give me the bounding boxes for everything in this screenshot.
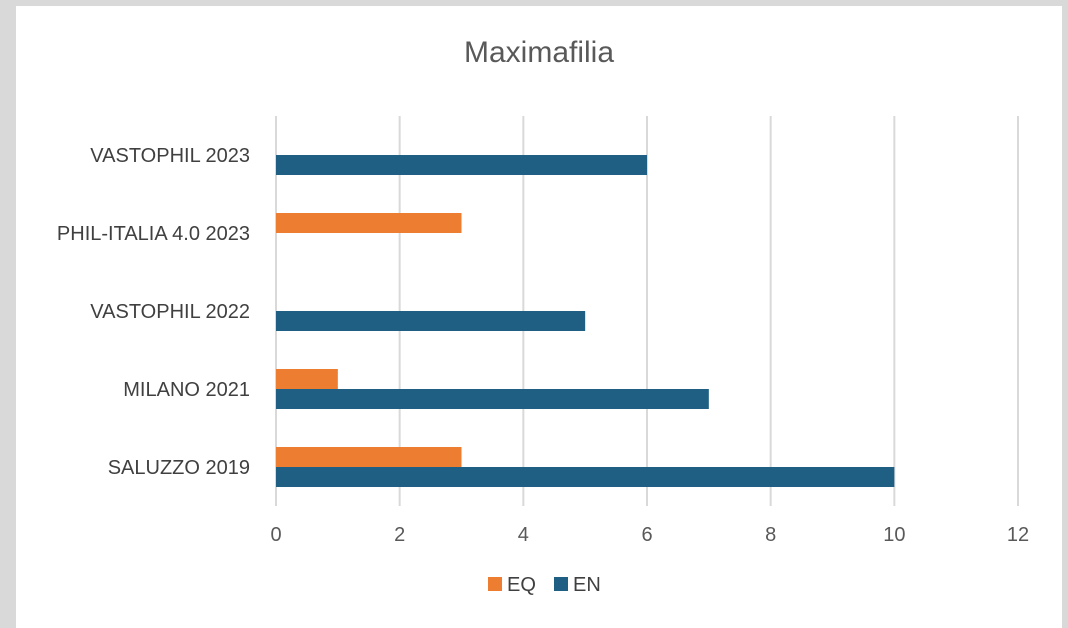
x-tick-label: 0	[270, 524, 281, 546]
bar-eq	[276, 213, 462, 233]
category-labels: VASTOPHIL 2023 PHIL-ITALIA 4.0 2023 VASTOP…	[57, 145, 250, 479]
x-tick-label: 10	[883, 524, 905, 546]
x-tick-label: 4	[518, 524, 529, 546]
category-label: MILANO 2021	[123, 379, 250, 401]
bar-eq	[276, 447, 462, 467]
legend-label-en: EN	[573, 574, 601, 596]
x-tick-label: 12	[1007, 524, 1029, 546]
category-label: PHIL-ITALIA 4.0 2023	[57, 223, 250, 245]
x-tick-label: 2	[394, 524, 405, 546]
bars	[276, 155, 895, 487]
bar-eq	[276, 369, 338, 389]
chart-frame: Maximafilia VASTOPHIL 2023 PHIL-ITALIA 4.…	[16, 6, 1062, 628]
legend-swatch-en	[554, 577, 568, 591]
x-tick-labels: 0 2 4 6 8 10 12	[270, 524, 1029, 546]
legend-label-eq: EQ	[507, 574, 536, 596]
bar-chart: Maximafilia VASTOPHIL 2023 PHIL-ITALIA 4.…	[57, 36, 1029, 596]
category-label: VASTOPHIL 2023	[90, 145, 250, 167]
category-label: SALUZZO 2019	[108, 457, 250, 479]
category-label: VASTOPHIL 2022	[90, 301, 250, 323]
bar-en	[276, 389, 709, 409]
bar-en	[276, 155, 647, 175]
bar-en	[276, 311, 586, 331]
legend: EQ EN	[488, 574, 601, 596]
legend-swatch-eq	[488, 577, 502, 591]
chart-title: Maximafilia	[464, 36, 614, 69]
x-tick-label: 6	[641, 524, 652, 546]
bar-en	[276, 467, 895, 487]
x-tick-label: 8	[765, 524, 776, 546]
